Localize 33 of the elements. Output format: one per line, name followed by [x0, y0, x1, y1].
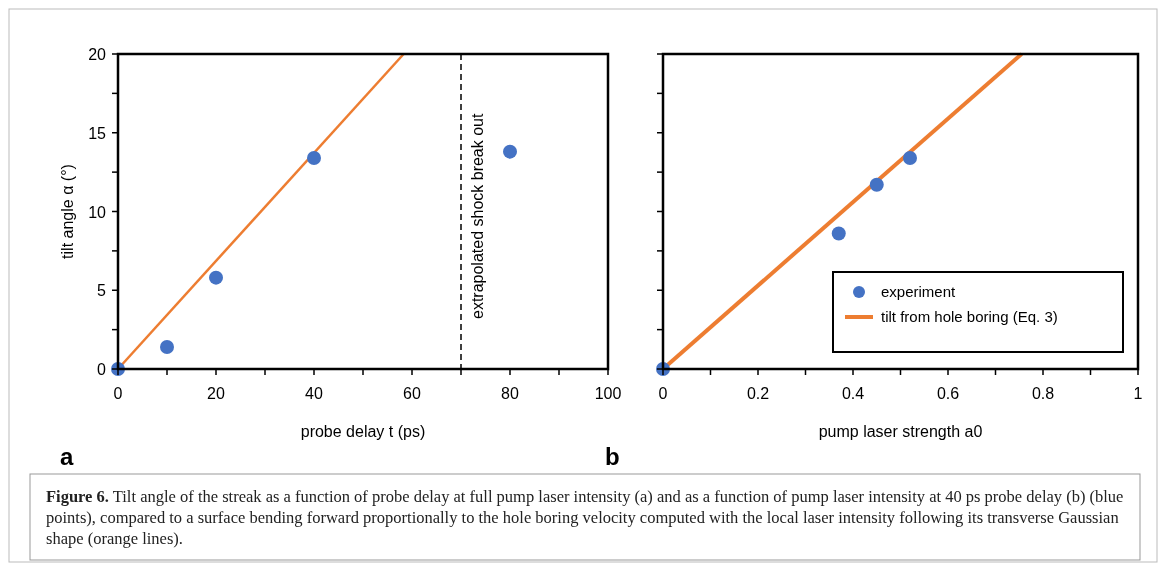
x-tick-label: 20 — [207, 385, 225, 402]
x-tick-label: 60 — [403, 385, 421, 402]
x-tick-label: 0.4 — [841, 385, 865, 402]
text: b — [605, 443, 620, 470]
y-axis-title: tilt angle α (°) — [59, 164, 76, 259]
x-tick-label: 0 — [658, 385, 668, 402]
legend-label: tilt from hole boring (Eq. 3) — [881, 308, 1058, 325]
point — [160, 339, 174, 354]
x-tick-label: 40 — [305, 385, 323, 402]
ref-line-label: extrapolated shock break out — [469, 112, 486, 319]
point — [503, 144, 517, 159]
x-axis-title: pump laser strength a0 — [818, 423, 983, 440]
y-tick-label: 5 — [97, 282, 107, 300]
caption: Figure 6. Tilt angle of the streak as a function of probe delay at full pump laser intensity (a) and as a function of pump laser intensity at 40 ps probe delay (b) (blue points), compared to a surface bending forward proportionally to the hole boring velocity computed with the local laser intensity following its transverse Gaussian shape (orange lines). — [46, 486, 1125, 549]
legend-label: experiment — [881, 283, 957, 300]
x-tick-label: 0.6 — [936, 385, 960, 402]
x-tick-label: 100 — [594, 385, 622, 402]
point — [831, 226, 846, 241]
y-tick-label: 15 — [88, 124, 107, 142]
x-tick-label: 0.2 — [746, 385, 770, 402]
text: a — [60, 443, 74, 470]
x-tick-label: 80 — [501, 385, 519, 402]
y-tick-label: 10 — [88, 203, 107, 221]
x-tick-label: 0.8 — [1031, 385, 1055, 402]
x-axis-title: probe delay t (ps) — [300, 423, 426, 440]
x-tick-label: 0 — [113, 385, 123, 402]
point — [307, 150, 321, 165]
point — [869, 177, 884, 192]
point — [209, 270, 223, 285]
point — [903, 150, 917, 165]
x-tick-label: 1 — [1133, 385, 1143, 402]
y-tick-label: 0 — [97, 361, 107, 378]
y-tick-label: 20 — [88, 46, 107, 63]
